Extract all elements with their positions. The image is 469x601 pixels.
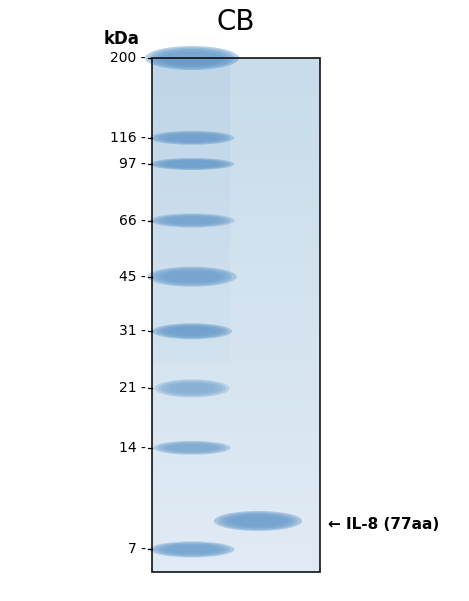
Ellipse shape [162,382,222,395]
Ellipse shape [161,442,223,453]
Ellipse shape [158,215,226,226]
Ellipse shape [166,383,219,394]
Ellipse shape [154,542,230,557]
Text: 21 -: 21 - [119,382,146,395]
Text: CB: CB [217,8,255,36]
Ellipse shape [154,215,230,227]
Ellipse shape [147,267,237,287]
Ellipse shape [154,379,230,397]
Ellipse shape [160,325,224,337]
Bar [154,261,230,363]
Ellipse shape [154,132,230,144]
Ellipse shape [150,158,234,170]
Text: 200 -: 200 - [111,51,146,65]
Ellipse shape [150,131,234,145]
Ellipse shape [168,327,216,335]
Ellipse shape [165,444,219,453]
Ellipse shape [232,516,285,526]
Ellipse shape [214,511,302,531]
Ellipse shape [166,217,218,224]
Text: 116 -: 116 - [110,131,146,145]
Bar [152,58,320,572]
Ellipse shape [156,269,228,284]
Ellipse shape [227,514,289,527]
Ellipse shape [166,134,218,141]
Ellipse shape [154,159,230,169]
Ellipse shape [153,441,231,455]
Ellipse shape [150,47,234,69]
Ellipse shape [158,380,226,396]
Ellipse shape [145,46,239,70]
Ellipse shape [152,268,232,285]
Ellipse shape [157,442,227,454]
Ellipse shape [166,161,218,167]
Ellipse shape [150,213,234,228]
Ellipse shape [218,512,298,529]
Ellipse shape [156,324,228,338]
Ellipse shape [165,272,219,282]
Ellipse shape [162,216,222,225]
Bar [154,58,230,160]
Text: ← IL-8 (77aa): ← IL-8 (77aa) [328,517,439,532]
Ellipse shape [164,52,220,64]
Ellipse shape [223,513,293,528]
Ellipse shape [154,49,230,67]
Ellipse shape [152,323,232,340]
Text: 66 -: 66 - [119,213,146,228]
Text: 7 -: 7 - [128,543,146,557]
Ellipse shape [169,444,215,451]
Ellipse shape [162,545,222,555]
Text: 31 -: 31 - [119,325,146,338]
Ellipse shape [158,543,226,555]
Text: 45 -: 45 - [119,270,146,284]
Ellipse shape [158,159,226,169]
Ellipse shape [162,160,222,168]
Ellipse shape [164,326,220,337]
Ellipse shape [161,270,223,283]
Ellipse shape [158,133,226,143]
Text: kDa: kDa [104,30,140,48]
Ellipse shape [150,542,234,557]
Ellipse shape [159,50,225,66]
Text: 97 -: 97 - [119,157,146,171]
Text: 14 -: 14 - [119,441,146,455]
Ellipse shape [162,133,222,142]
Ellipse shape [166,545,218,554]
Bar [154,160,230,261]
